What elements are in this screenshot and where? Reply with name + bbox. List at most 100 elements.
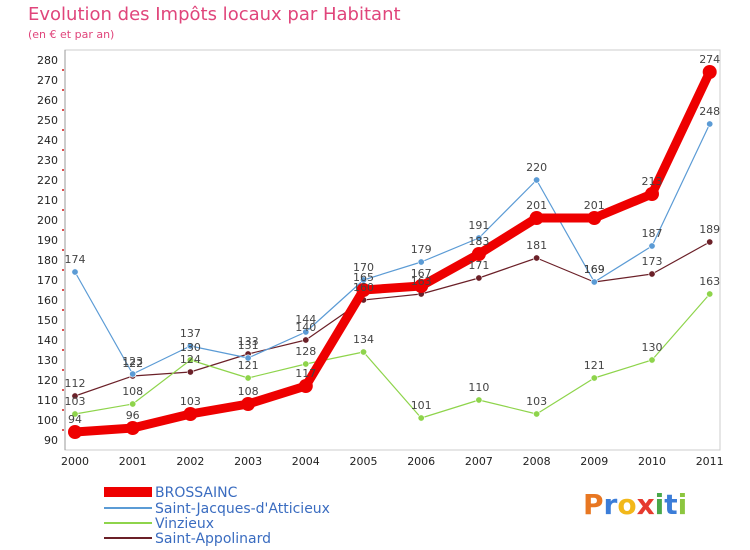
x-tick-label: 2005 — [350, 455, 378, 468]
y-tick-label: 230 — [37, 154, 58, 167]
y-tick-label: 120 — [37, 374, 58, 387]
data-point — [417, 258, 425, 266]
y-minor-tick — [62, 109, 64, 111]
logo-letter: i — [677, 488, 688, 521]
data-point — [302, 328, 310, 336]
data-label: 112 — [65, 377, 86, 390]
data-label: 131 — [238, 339, 259, 352]
data-label: 183 — [468, 235, 489, 248]
y-minor-tick — [62, 169, 64, 171]
data-label: 248 — [699, 105, 720, 118]
y-tick-label: 90 — [44, 434, 58, 447]
y-tick-label: 100 — [37, 414, 58, 427]
legend-entry-vinzieux: Vinzieux — [104, 516, 214, 532]
data-point — [129, 400, 137, 408]
y-minor-tick — [62, 69, 64, 71]
x-tick-label: 2011 — [696, 455, 724, 468]
y-tick-label: 270 — [37, 74, 58, 87]
y-tick-label: 220 — [37, 174, 58, 187]
data-point — [587, 211, 602, 225]
y-minor-tick — [62, 369, 64, 371]
data-label: 163 — [699, 275, 720, 288]
y-minor-tick — [62, 289, 64, 291]
y-tick-label: 280 — [37, 54, 58, 67]
data-point — [244, 354, 252, 362]
logo-letter: r — [603, 488, 618, 521]
y-minor-tick — [62, 89, 64, 91]
data-label: 201 — [584, 199, 605, 212]
y-minor-tick — [62, 229, 64, 231]
y-tick-label: 250 — [37, 114, 58, 127]
data-point — [533, 410, 541, 418]
data-label: 187 — [642, 227, 663, 240]
data-point — [645, 187, 659, 201]
data-point — [648, 356, 656, 364]
y-minor-tick — [62, 209, 64, 211]
y-minor-tick — [62, 189, 64, 191]
logo-letter: i — [654, 488, 665, 521]
y-minor-tick — [62, 309, 64, 311]
data-point — [475, 274, 483, 282]
data-label: 103 — [180, 395, 201, 408]
data-label: 101 — [411, 399, 432, 412]
data-point — [356, 283, 371, 297]
y-tick-label: 260 — [37, 94, 58, 107]
data-label: 110 — [468, 381, 489, 394]
chart-title: Evolution des Impôts locaux par Habitant — [28, 4, 401, 25]
legend-label: Vinzieux — [155, 516, 214, 532]
x-tick-label: 2006 — [407, 455, 435, 468]
data-label: 133 — [238, 335, 259, 348]
x-tick-label: 2003 — [234, 455, 262, 468]
data-label: 191 — [468, 219, 489, 232]
logo-letter: o — [617, 488, 637, 521]
data-point — [590, 278, 598, 286]
data-label: 144 — [295, 313, 316, 326]
chart-subtitle: (en € et par an) — [28, 28, 115, 41]
data-label: 179 — [411, 243, 432, 256]
data-label: 170 — [353, 261, 374, 274]
data-label: 103 — [65, 395, 86, 408]
legend-entry-brossainc: BROSSAINC — [104, 485, 238, 501]
y-tick-label: 200 — [37, 214, 58, 227]
data-point — [471, 247, 486, 261]
data-point — [298, 379, 313, 393]
data-label: 124 — [180, 353, 201, 366]
logo-letter: P — [583, 488, 604, 521]
data-label: 130 — [642, 341, 663, 354]
legend-entry-saint-appolinard: Saint-Appolinard — [104, 531, 271, 547]
y-minor-tick — [62, 329, 64, 331]
data-point — [71, 268, 79, 276]
logo-letter: x — [636, 488, 655, 521]
data-point — [529, 211, 544, 225]
legend-entry-saint-jacques-d-atticieux: Saint-Jacques-d'Atticieux — [104, 501, 330, 517]
y-tick-label: 240 — [37, 134, 58, 147]
y-tick-label: 180 — [37, 254, 58, 267]
data-label: 130 — [180, 341, 201, 354]
data-point — [414, 279, 429, 293]
x-tick-label: 2004 — [292, 455, 320, 468]
x-tick-label: 2008 — [523, 455, 551, 468]
data-point — [533, 254, 541, 262]
x-tick-label: 2009 — [580, 455, 608, 468]
proxiti-logo: Proxiti — [583, 488, 687, 521]
data-label: 171 — [468, 259, 489, 272]
series-line-saint-jacques-d-atticieux — [74, 123, 711, 375]
data-point — [68, 425, 82, 439]
y-tick-label: 190 — [37, 234, 58, 247]
data-point — [186, 356, 194, 364]
data-label: 173 — [642, 255, 663, 268]
data-label: 121 — [584, 359, 605, 372]
series-line-saint-appolinard — [74, 241, 711, 397]
x-tick-label: 2002 — [176, 455, 204, 468]
data-label: 181 — [526, 239, 547, 252]
data-point — [302, 360, 310, 368]
data-point — [183, 407, 198, 421]
x-tick-label: 2000 — [61, 455, 89, 468]
legend-label: Saint-Jacques-d'Atticieux — [155, 501, 330, 517]
data-label: 220 — [526, 161, 547, 174]
data-label: 165 — [353, 271, 374, 284]
y-minor-tick — [62, 349, 64, 351]
data-label: 174 — [65, 253, 86, 266]
